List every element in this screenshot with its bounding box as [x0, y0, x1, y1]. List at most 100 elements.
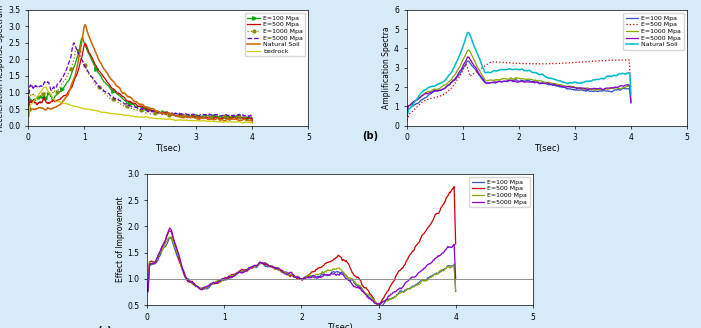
E=5000 Mpa	[114, 97, 122, 101]
E=500 Mpa	[403, 118, 411, 122]
E=100 Mpa	[367, 297, 375, 301]
E=1000 Mpa	[51, 89, 60, 93]
Y-axis label: Amplification Spectra: Amplification Spectra	[382, 27, 391, 109]
E=5000 Mpa	[245, 267, 253, 271]
Line: E=100 Mpa: E=100 Mpa	[27, 36, 254, 122]
bedrock	[25, 113, 33, 116]
E=5000 Mpa	[403, 112, 411, 116]
E=5000 Mpa	[566, 85, 575, 89]
X-axis label: T(sec): T(sec)	[534, 144, 559, 153]
bedrock	[114, 113, 122, 116]
E=100 Mpa	[477, 75, 485, 79]
Natural Soil	[114, 85, 122, 89]
E=5000 Mpa	[186, 113, 195, 116]
E=5000 Mpa	[25, 99, 33, 103]
E=500 Mpa	[337, 256, 346, 260]
Line: E=500 Mpa: E=500 Mpa	[407, 60, 631, 120]
Natural Soil	[186, 115, 195, 119]
E=500 Mpa	[144, 288, 152, 292]
Natural Soil	[25, 114, 33, 118]
E=100 Mpa	[492, 81, 501, 85]
E=1000 Mpa	[430, 87, 438, 91]
Text: (c): (c)	[97, 326, 112, 328]
E=500 Mpa	[114, 91, 122, 95]
E=1000 Mpa	[492, 78, 501, 82]
Line: E=1000 Mpa: E=1000 Mpa	[407, 50, 631, 114]
E=1000 Mpa	[451, 289, 460, 293]
E=500 Mpa	[188, 115, 196, 119]
E=1000 Mpa	[627, 100, 635, 104]
E=100 Mpa	[368, 298, 376, 302]
E=1000 Mpa	[544, 80, 552, 84]
E=1000 Mpa	[182, 276, 190, 280]
Y-axis label: Acceleration Response Spectrum: Acceleration Response Spectrum	[0, 5, 6, 131]
Natural Soil	[165, 111, 174, 115]
Natural Soil	[544, 76, 552, 80]
E=1000 Mpa	[338, 269, 346, 273]
Natural Soil	[477, 60, 485, 64]
E=5000 Mpa	[544, 81, 552, 85]
E=100 Mpa	[266, 264, 275, 268]
bedrock	[248, 121, 257, 125]
Natural Soil	[464, 31, 472, 34]
E=100 Mpa	[182, 275, 190, 279]
E=1000 Mpa	[266, 263, 275, 267]
Natural Soil	[188, 115, 196, 119]
E=100 Mpa	[379, 304, 387, 308]
E=100 Mpa	[544, 83, 552, 87]
E=5000 Mpa	[51, 86, 60, 90]
E=500 Mpa	[81, 41, 90, 45]
Natural Soil	[492, 69, 501, 73]
E=500 Mpa	[98, 72, 107, 76]
E=100 Mpa	[566, 87, 575, 91]
E=100 Mpa	[338, 271, 346, 275]
Natural Soil	[403, 114, 411, 118]
E=100 Mpa	[79, 35, 87, 39]
E=500 Mpa	[181, 273, 189, 277]
E=5000 Mpa	[266, 264, 275, 268]
E=500 Mpa	[367, 294, 376, 297]
E=100 Mpa	[51, 93, 60, 97]
E=1000 Mpa	[167, 235, 175, 239]
E=100 Mpa	[165, 112, 174, 116]
Y-axis label: Effect of Improvement: Effect of Improvement	[116, 196, 125, 282]
E=1000 Mpa	[114, 100, 122, 104]
bedrock	[186, 119, 195, 123]
Line: E=5000 Mpa: E=5000 Mpa	[29, 43, 252, 119]
Natural Soil	[248, 120, 257, 124]
Natural Soil	[565, 81, 573, 85]
E=100 Mpa	[464, 59, 472, 63]
E=5000 Mpa	[492, 80, 501, 84]
E=1000 Mpa	[144, 286, 152, 290]
E=500 Mpa	[244, 268, 252, 272]
Natural Soil	[51, 105, 60, 109]
E=500 Mpa	[566, 61, 574, 65]
E=500 Mpa	[186, 116, 195, 120]
E=500 Mpa	[25, 107, 33, 111]
Line: E=100 Mpa: E=100 Mpa	[407, 61, 631, 116]
E=5000 Mpa	[165, 112, 174, 115]
E=500 Mpa	[450, 185, 458, 189]
E=500 Mpa	[627, 86, 635, 90]
E=500 Mpa	[544, 62, 552, 66]
E=500 Mpa	[622, 58, 631, 62]
X-axis label: T(sec): T(sec)	[156, 144, 181, 153]
E=5000 Mpa	[368, 299, 376, 303]
E=1000 Mpa	[566, 84, 575, 88]
Line: E=1000 Mpa: E=1000 Mpa	[27, 46, 254, 122]
Line: E=500 Mpa: E=500 Mpa	[29, 43, 252, 121]
E=5000 Mpa	[248, 117, 257, 121]
E=500 Mpa	[374, 303, 383, 307]
bedrock	[52, 99, 60, 103]
E=500 Mpa	[430, 96, 438, 100]
Natural Soil	[430, 84, 438, 88]
Line: Natural Soil: Natural Soil	[407, 32, 631, 116]
bedrock	[188, 119, 196, 123]
E=5000 Mpa	[165, 226, 174, 230]
E=5000 Mpa	[374, 302, 383, 306]
E=1000 Mpa	[565, 84, 573, 88]
Line: E=5000 Mpa: E=5000 Mpa	[407, 57, 631, 114]
Line: E=1000 Mpa: E=1000 Mpa	[148, 237, 456, 305]
E=500 Mpa	[564, 61, 573, 65]
Natural Soil	[81, 23, 90, 27]
